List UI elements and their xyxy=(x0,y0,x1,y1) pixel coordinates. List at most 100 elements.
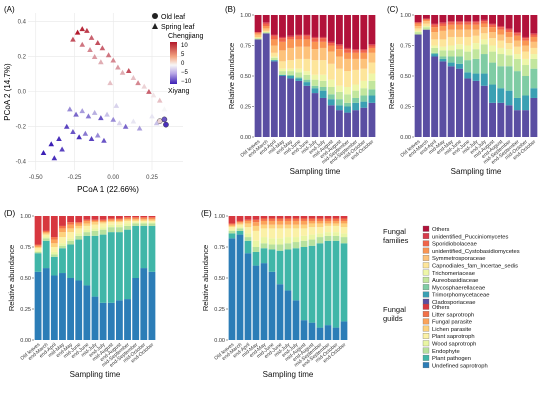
bar-segment-lichen-parasite xyxy=(124,219,131,221)
bar-segment-litter-saprotroph xyxy=(115,218,123,220)
bar-segment-sporidiobolaceae xyxy=(303,35,311,40)
bar-segment-others xyxy=(489,15,497,24)
bar-segment-plant-saprotroph xyxy=(91,224,99,229)
bar-segment-aureobasidiaceae xyxy=(295,72,303,78)
spring-leaf-point xyxy=(135,80,141,86)
bar-segment-cladosporiaceae xyxy=(455,68,463,137)
bar-segment-trichomeriaceae xyxy=(513,54,521,59)
bar-segment-sporidiobolaceae xyxy=(455,22,463,25)
legend-entry: Others xyxy=(432,227,449,233)
bar-segment-endophyte xyxy=(292,242,300,249)
colorbar-tick: −5 xyxy=(181,70,189,76)
bar-segment-symmetrosporaceae xyxy=(262,28,270,31)
bar-segment-mycosphaerellaceae xyxy=(295,77,303,79)
bar-segment-capnodiales-fam-incertae-sedis xyxy=(279,61,286,69)
bar-segment-plant-pathogen xyxy=(252,251,260,266)
y-tick-label: 0.25 xyxy=(20,307,31,313)
spring-leaf-point xyxy=(98,115,104,121)
bar-segment-litter-saprotroph xyxy=(91,219,99,221)
ticks-a: -0.50 -0.25 0.00 0.25 -0.4 -0.2 0.0 0.2 0.4 xyxy=(16,20,159,181)
legend-swatch xyxy=(422,325,430,332)
bar-segment-litter-saprotroph xyxy=(284,218,292,221)
legend-title: families xyxy=(383,236,409,245)
bar-segment-trichomeriaceae xyxy=(480,39,488,45)
bar-segment-unidentified-pucciniomycetes xyxy=(319,36,327,39)
bar-segment-capnodiales-fam-incertae-sedis xyxy=(327,63,335,80)
bar-segment-litter-saprotroph xyxy=(236,220,244,223)
legend-entry: unidentified_Cystobasidiomycetes xyxy=(432,249,520,255)
bar-segment-litter-saprotroph xyxy=(332,218,340,221)
bar-segment-lichen-parasite xyxy=(50,243,58,247)
bar-segment-unidentified-pucciniomycetes xyxy=(464,21,472,23)
bar-segment-litter-saprotroph xyxy=(140,217,148,219)
y-axis-label-a: PCoA 2 (14.7%) xyxy=(3,63,12,121)
bar-segment-unidentified-cystobasidiomycetes xyxy=(472,24,480,30)
bar-segment-cladosporiaceae xyxy=(254,39,262,137)
bar-segment-unidentified-pucciniomycetes xyxy=(455,21,463,23)
points-a xyxy=(40,26,169,161)
bar-segment-trimorphomycetaceae xyxy=(455,63,463,69)
bar-segment-trichomeriaceae xyxy=(464,45,472,52)
bar-segment-lichen-parasite xyxy=(140,219,148,221)
legend-entry: Undefined saprotroph xyxy=(432,363,488,369)
bar-segment-capnodiales-fam-incertae-sedis xyxy=(295,58,303,69)
bar-segment-mycosphaerellaceae xyxy=(368,89,376,96)
bar-segment-unidentified-pucciniomycetes xyxy=(295,34,303,36)
bar-segment-cladosporiaceae xyxy=(352,110,360,137)
bar-segment-others xyxy=(228,216,236,224)
bar-segment-unidentified-cystobasidiomycetes xyxy=(360,52,368,59)
bar-segment-aureobasidiaceae xyxy=(262,32,270,34)
bar-segment-cladosporiaceae xyxy=(522,110,530,137)
bar-segment-endophyte xyxy=(236,228,244,231)
bar-segment-endophyte xyxy=(107,227,115,233)
spring-leaf-point xyxy=(94,40,101,46)
bar-segment-mycosphaerellaceae xyxy=(319,86,327,91)
y-tick-label-a: -0.4 xyxy=(16,159,27,165)
bar-segment-mycosphaerellaceae xyxy=(287,74,295,76)
bar-segment-unidentified-cystobasidiomycetes xyxy=(455,24,463,30)
legend-swatch xyxy=(422,247,430,254)
bar-segment-unidentified-pucciniomycetes xyxy=(303,34,311,36)
bar-segment-fungal-parasite xyxy=(75,223,83,226)
bar-segment-lichen-parasite xyxy=(244,223,252,228)
bar-segment-undefined-saprotroph xyxy=(308,322,316,340)
bar-segment-plant-pathogen xyxy=(59,248,66,274)
bar-segment-aureobasidiaceae xyxy=(368,80,376,90)
bar-segment-fungal-parasite xyxy=(252,222,260,226)
bar-segment-capnodiales-fam-incertae-sedis xyxy=(262,30,270,33)
bar-segment-unidentified-pucciniomycetes xyxy=(352,49,360,51)
bar-segment-others xyxy=(319,15,327,37)
bar-segment-plant-saprotroph xyxy=(42,234,50,238)
bar-segment-trichomeriaceae xyxy=(352,84,360,91)
bar-segment-unidentified-cystobasidiomycetes xyxy=(368,47,376,53)
bar-segment-wood-saprotroph xyxy=(124,223,131,226)
bar-segment-sporidiobolaceae xyxy=(254,32,262,34)
bar-segment-unidentified-cystobasidiomycetes xyxy=(344,52,351,59)
spring-leaf-point xyxy=(48,141,55,147)
bar-segment-plant-saprotroph xyxy=(124,220,131,224)
bar-segment-trimorphomycetaceae xyxy=(287,76,295,79)
spring-leaf-point xyxy=(91,109,98,115)
bar-segment-aureobasidiaceae xyxy=(303,74,311,80)
bar-segment-endophyte xyxy=(75,235,83,240)
bar-segment-unidentified-pucciniomycetes xyxy=(311,36,319,39)
bar-segment-others xyxy=(284,216,292,219)
colorbar-tick: 10 xyxy=(181,43,188,49)
bar-segment-others xyxy=(75,216,83,223)
legend-entry: Aureobasidiaceae xyxy=(432,278,478,284)
bar-segment-endophyte xyxy=(132,223,140,226)
bar-segment-lichen-parasite xyxy=(107,220,115,223)
bar-segment-fungal-parasite xyxy=(42,232,50,234)
bar-segment-unidentified-pucciniomycetes xyxy=(344,47,351,50)
bar-segment-wood-saprotroph xyxy=(308,234,316,240)
bar-segment-sporidiobolaceae xyxy=(464,22,472,25)
x-axis-label: Sampling time xyxy=(263,370,314,379)
legend-spring-leaf: Spring leaf xyxy=(161,24,195,31)
legend-swatch xyxy=(422,233,430,239)
bar-segment-plant-saprotroph xyxy=(300,228,308,236)
bar-segment-litter-saprotroph xyxy=(308,218,316,221)
bar-segment-undefined-saprotroph xyxy=(140,268,148,340)
bar-segment-unidentified-pucciniomycetes xyxy=(439,22,447,24)
bar-segment-lichen-parasite xyxy=(83,223,91,226)
